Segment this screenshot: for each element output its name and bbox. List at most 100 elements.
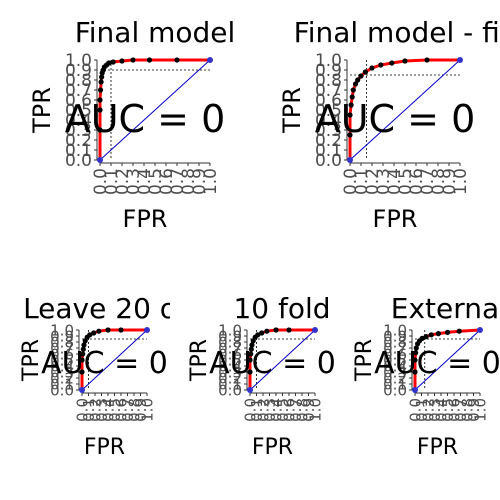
x-tick-label: 0.8 bbox=[458, 398, 476, 422]
roc-point bbox=[80, 346, 86, 352]
roc-point bbox=[144, 327, 150, 333]
y-tick-label: 0.3 bbox=[315, 121, 342, 141]
roc-point bbox=[97, 87, 104, 93]
x-tick-label: 0.3 bbox=[124, 168, 144, 195]
x-tick-label: 0.8 bbox=[179, 168, 199, 195]
x-tick-label: 0.5 bbox=[274, 398, 292, 422]
x-tick-label: 0.0 bbox=[91, 168, 111, 195]
y-tick-label: 0.2 bbox=[218, 369, 242, 387]
x-tick-label: 0.8 bbox=[429, 168, 449, 195]
y-tick-label: 0.4 bbox=[50, 357, 74, 375]
y-tick-label: 0.6 bbox=[218, 345, 242, 363]
roc-point bbox=[119, 58, 125, 64]
x-tick-label: 0.6 bbox=[280, 398, 298, 422]
y-tick-label: 0.9 bbox=[50, 327, 74, 345]
roc-point bbox=[81, 342, 87, 348]
roc-point bbox=[347, 157, 353, 163]
y-tick-label: 0.7 bbox=[50, 339, 74, 357]
x-tick-label: 0.9 bbox=[190, 168, 210, 195]
roc-point bbox=[98, 79, 104, 85]
y-tick-label: 0.5 bbox=[383, 351, 407, 369]
y-tick-label: 0.0 bbox=[315, 151, 342, 171]
y-tick-label: 0.9 bbox=[65, 61, 92, 81]
y-tick-label: 0.0 bbox=[218, 381, 242, 399]
roc-point bbox=[358, 73, 364, 79]
y-tick-label: 1.0 bbox=[218, 321, 242, 339]
x-tick-label: 0.4 bbox=[385, 168, 405, 195]
roc-panel-5: Externa0.00.10.20.30.40.50.60.70.80.91.0… bbox=[352, 292, 500, 460]
panel-title: Leave 20 o bbox=[23, 292, 177, 325]
chance-diagonal bbox=[349, 59, 461, 161]
auc-annotation: AUC = 0 bbox=[315, 97, 476, 141]
x-tick-label: 0.9 bbox=[465, 398, 483, 422]
roc-point bbox=[369, 65, 375, 71]
roc-point bbox=[91, 330, 97, 336]
x-tick-label: 0.3 bbox=[93, 398, 111, 422]
roc-point bbox=[424, 57, 430, 63]
x-tick-label: 0.2 bbox=[254, 398, 272, 422]
y-axis-label: TPR bbox=[28, 87, 56, 134]
x-tick-label: 0.0 bbox=[73, 398, 91, 422]
y-tick-label: 0.3 bbox=[50, 363, 74, 381]
y-tick-label: 0.5 bbox=[50, 351, 74, 369]
y-tick-label: 0.0 bbox=[383, 381, 407, 399]
roc-point bbox=[419, 335, 425, 341]
x-axis-label: FPR bbox=[252, 435, 293, 460]
x-tick-label: 0.3 bbox=[261, 398, 279, 422]
y-axis-label: TPR bbox=[278, 87, 306, 134]
roc-point bbox=[413, 345, 419, 351]
y-tick-label: 0.3 bbox=[383, 363, 407, 381]
auc-annotation: AUC = 0 bbox=[41, 346, 168, 381]
roc-point bbox=[248, 351, 254, 357]
roc-point bbox=[97, 97, 103, 103]
roc-point bbox=[355, 77, 361, 83]
roc-point bbox=[87, 332, 93, 338]
panel-title: Final model bbox=[75, 16, 236, 49]
y-tick-label: 0.2 bbox=[65, 131, 92, 151]
x-tick-label: 0.0 bbox=[341, 168, 361, 195]
x-tick-label: 0.5 bbox=[146, 168, 166, 195]
x-tick-label: 0.6 bbox=[157, 168, 177, 195]
roc-point bbox=[247, 369, 253, 375]
roc-point bbox=[80, 351, 86, 357]
roc-point bbox=[456, 328, 462, 334]
roc-panel-3: Leave 20 o0.00.10.20.30.40.50.60.70.80.9… bbox=[19, 292, 177, 460]
roc-point bbox=[174, 57, 180, 63]
y-tick-label: 0.0 bbox=[50, 381, 74, 399]
roc-point bbox=[457, 57, 463, 63]
x-tick-label: 1.0 bbox=[201, 168, 221, 195]
y-tick-label: 0.6 bbox=[315, 91, 342, 111]
y-tick-label: 0.1 bbox=[383, 375, 407, 393]
y-tick-label: 0.0 bbox=[65, 151, 92, 171]
x-tick-label: 0.5 bbox=[106, 398, 124, 422]
y-tick-label: 0.6 bbox=[65, 91, 92, 111]
chance-diagonal bbox=[249, 329, 316, 391]
chance-diagonal bbox=[414, 329, 481, 391]
y-tick-label: 0.8 bbox=[315, 71, 342, 91]
roc-point bbox=[247, 387, 253, 393]
y-tick-label: 1.0 bbox=[315, 51, 342, 71]
x-tick-label: 0.8 bbox=[125, 398, 143, 422]
y-tick-label: 0.9 bbox=[383, 327, 407, 345]
x-tick-label: 0.2 bbox=[113, 168, 133, 195]
roc-point bbox=[435, 331, 441, 337]
roc-point bbox=[412, 369, 418, 375]
roc-panel-1: Final model0.00.10.20.30.40.50.60.70.80.… bbox=[28, 16, 235, 233]
x-axis-label: FPR bbox=[123, 205, 168, 233]
x-tick-label: 0.2 bbox=[419, 398, 437, 422]
y-tick-label: 1.0 bbox=[383, 321, 407, 339]
roc-point bbox=[106, 60, 112, 66]
roc-point bbox=[444, 329, 451, 335]
roc-point bbox=[97, 107, 103, 113]
roc-point bbox=[347, 132, 353, 138]
roc-point bbox=[412, 387, 418, 393]
x-tick-label: 0.2 bbox=[86, 398, 104, 422]
roc-point bbox=[105, 327, 111, 333]
roc-point bbox=[79, 387, 85, 393]
y-tick-label: 0.1 bbox=[315, 141, 342, 161]
roc-point bbox=[350, 87, 356, 93]
roc-point bbox=[96, 328, 102, 334]
y-tick-label: 0.9 bbox=[218, 327, 242, 345]
roc-point bbox=[255, 332, 261, 338]
